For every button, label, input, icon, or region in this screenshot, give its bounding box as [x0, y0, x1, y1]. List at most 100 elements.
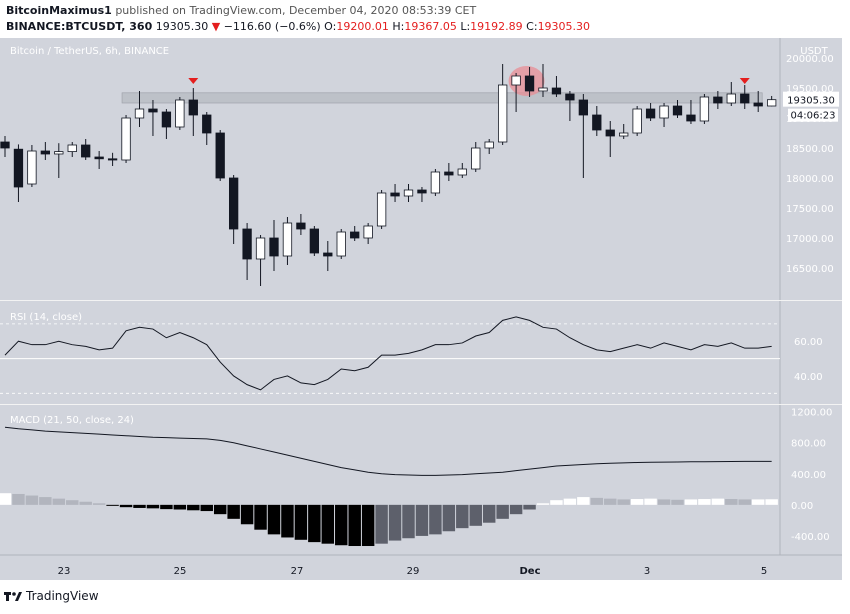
- macd-histogram-bar: [590, 497, 604, 505]
- publish-info: published on TradingView.com, December 0…: [115, 4, 477, 17]
- candle-body: [753, 102, 763, 107]
- macd-histogram-bar: [79, 501, 92, 505]
- candle-body: [484, 141, 494, 149]
- price-change: −116.60 (−0.6%): [223, 20, 321, 33]
- candle-body: [282, 222, 293, 257]
- close-label: C:: [526, 20, 538, 33]
- rsi-series: [0, 316, 780, 394]
- macd-histogram-bar: [630, 499, 644, 505]
- candle-body: [175, 99, 185, 128]
- symbol-label: BINANCE:BTCUSDT, 360: [6, 20, 153, 33]
- candle-body: [605, 129, 615, 137]
- candle-body: [81, 144, 91, 158]
- last-price: 19305.30: [155, 20, 209, 33]
- macd-histogram-bar: [52, 498, 66, 505]
- candle-body: [430, 171, 441, 194]
- price-pane[interactable]: [0, 38, 780, 300]
- candle-body: [148, 108, 158, 113]
- macd-histogram-bar: [335, 504, 348, 546]
- macd-histogram-bar: [684, 499, 698, 505]
- macd-histogram-bar: [456, 504, 469, 529]
- macd-histogram-bar: [12, 493, 25, 505]
- footer-brand-label: TradingView: [26, 589, 99, 603]
- macd-histogram-bar: [133, 504, 146, 508]
- rsi-pane[interactable]: [0, 301, 780, 404]
- macd-histogram-bar: [509, 504, 523, 515]
- macd-histogram-bar: [106, 504, 119, 506]
- candle-body: [188, 99, 198, 116]
- countdown-tag: [788, 108, 838, 122]
- candle-body: [54, 151, 64, 155]
- publish-line: BitcoinMaximus1 published on TradingView…: [6, 3, 590, 19]
- macd-histogram-bar: [738, 499, 751, 505]
- macd-histogram-bar: [281, 504, 294, 538]
- sell-marker-icon: [188, 78, 199, 84]
- high-label: H:: [392, 20, 405, 33]
- macd-histogram-bar: [187, 504, 200, 511]
- tradingview-logo-icon: [4, 592, 22, 601]
- candle-body: [161, 111, 172, 128]
- author-name[interactable]: BitcoinMaximus1: [6, 4, 112, 17]
- macd-histogram-bar: [267, 504, 281, 535]
- candle-body: [471, 147, 481, 170]
- candle-body: [269, 237, 279, 257]
- macd-histogram-bar: [92, 503, 106, 505]
- rsi-line: [4, 316, 772, 391]
- candle-body: [94, 156, 104, 160]
- time-tick-label: 5: [761, 566, 767, 577]
- candle-body: [565, 93, 575, 101]
- candle-body: [390, 192, 400, 197]
- price-tick-label: 18500.00: [786, 144, 834, 155]
- candle-body: [686, 114, 696, 122]
- macd-tick-labels: -400.00 0.00 400.00 800.00 1200.00: [791, 408, 832, 543]
- time-axis[interactable]: [0, 555, 842, 580]
- price-axis[interactable]: [780, 38, 842, 555]
- macd-histogram-bar: [308, 504, 321, 543]
- macd-histogram-bar: [698, 499, 711, 505]
- low-label: L:: [460, 20, 471, 33]
- macd-histogram-bar: [240, 504, 254, 525]
- time-tick-label: 29: [407, 566, 420, 577]
- open-value: 19200.01: [336, 20, 389, 33]
- macd-tick-label: 1200.00: [791, 408, 832, 419]
- footer-brand[interactable]: TradingView: [4, 589, 99, 603]
- candle-body: [578, 99, 588, 116]
- macd-histogram-bar: [160, 504, 173, 510]
- candle-body: [632, 108, 642, 134]
- macd-histogram-bar: [375, 504, 388, 544]
- macd-series: [0, 426, 778, 547]
- candle-body: [215, 132, 225, 179]
- macd-histogram-bar: [25, 495, 39, 505]
- candle-body: [350, 231, 360, 239]
- time-tick-label: 3: [644, 566, 650, 577]
- candle-body: [767, 99, 777, 107]
- macd-histogram-bar: [765, 499, 778, 505]
- candlestick-series: [0, 64, 777, 286]
- sell-marker-icon: [739, 78, 750, 84]
- candle-body: [228, 177, 239, 230]
- resistance-zone-box: [121, 92, 763, 104]
- candle-body: [67, 144, 77, 152]
- macd-histogram-bar: [671, 499, 684, 505]
- macd-tick-label: 400.00: [791, 470, 826, 481]
- candle-body: [309, 228, 320, 254]
- macd-histogram-bar: [617, 499, 630, 505]
- candle-body: [444, 171, 454, 176]
- candle-body: [376, 192, 387, 227]
- macd-line: [4, 426, 772, 476]
- price-tick-label: 19500.00: [786, 84, 834, 95]
- candle-body: [202, 114, 212, 134]
- candle-body: [538, 87, 548, 92]
- high-value: 19367.05: [404, 20, 457, 33]
- candle-body: [363, 225, 373, 239]
- macd-histogram-bar: [523, 504, 536, 510]
- last-price-tag-label: 19305.30: [787, 96, 835, 107]
- macd-histogram-bar: [536, 503, 550, 505]
- ohlc-line: BINANCE:BTCUSDT, 360 19305.30 ▼ −116.60 …: [6, 19, 590, 35]
- macd-histogram-bar: [644, 498, 657, 505]
- macd-tick-label: -400.00: [791, 532, 830, 543]
- macd-histogram-bar: [415, 504, 429, 536]
- time-tick-label: 25: [174, 566, 187, 577]
- down-arrow-icon: ▼: [211, 20, 221, 33]
